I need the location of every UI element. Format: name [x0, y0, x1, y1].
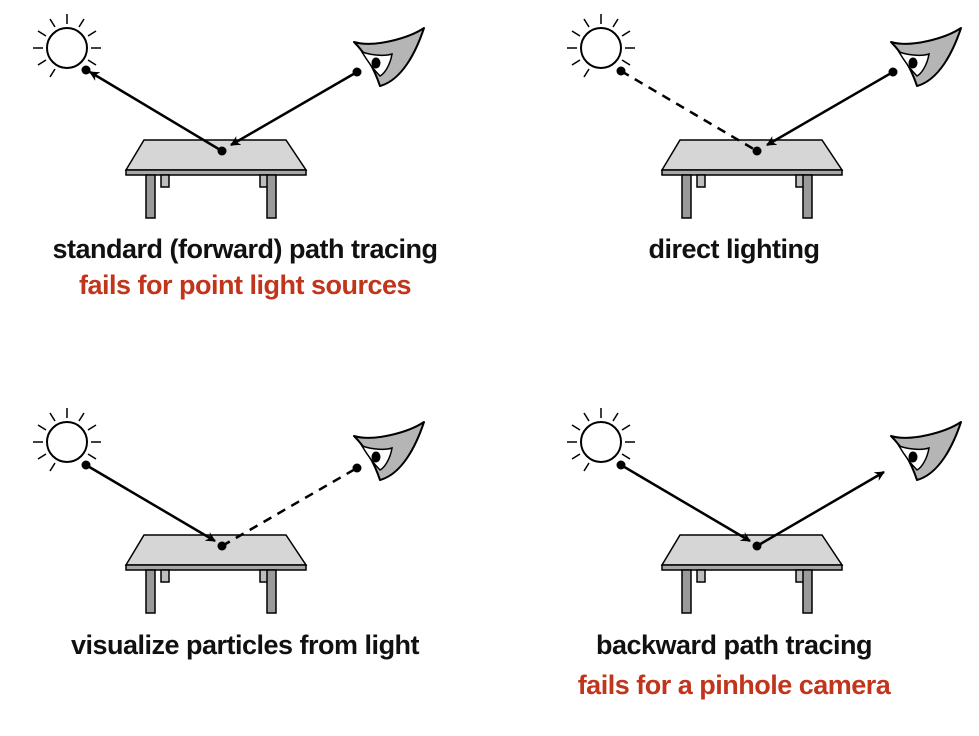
sun-icon: [566, 407, 636, 472]
caption-panel-3: visualize particles from light: [70, 630, 420, 660]
surface-point: [217, 541, 227, 551]
eye-icon: [353, 27, 425, 87]
ray-eye-to-surface: [230, 70, 358, 147]
sun-icon: [32, 407, 102, 472]
ray-surface-to-eye-dashed: [221, 466, 358, 548]
ray-eye-to-surface: [766, 70, 894, 147]
panel-backward-path-tracing: [566, 407, 962, 614]
eye-icon: [353, 421, 425, 481]
ray-surface-to-light: [89, 70, 223, 153]
sun-icon: [32, 13, 102, 78]
ray-light-to-surface: [620, 463, 751, 543]
eye-point: [352, 463, 362, 473]
caption-panel-2: direct lighting: [648, 234, 821, 264]
ray-surface-to-eye: [756, 470, 885, 548]
warning-panel-4: fails for a pinhole camera: [577, 670, 891, 700]
caption-panel-4: backward path tracing: [595, 630, 873, 660]
light-point: [81, 65, 91, 75]
light-point: [81, 460, 91, 470]
panel-direct-lighting: [566, 13, 962, 219]
warning-panel-1: fails for point light sources: [78, 270, 412, 300]
surface-point: [217, 146, 227, 156]
table-icon: [661, 534, 843, 614]
table-icon: [661, 139, 843, 219]
eye-point: [888, 67, 898, 77]
light-point: [616, 460, 626, 470]
surface-point: [752, 146, 762, 156]
panel-visualize-particles-from-light: [32, 407, 425, 614]
eye-icon: [890, 421, 962, 481]
panel-standard-forward-path-tracing: [32, 13, 425, 219]
eye-icon: [890, 27, 962, 87]
table-icon: [125, 534, 307, 614]
light-point: [616, 66, 626, 76]
caption-panel-1: standard (forward) path tracing: [52, 234, 438, 264]
sun-icon: [566, 13, 636, 78]
ray-light-to-surface: [85, 463, 216, 543]
eye-point: [352, 67, 362, 77]
shadow-ray-dashed: [620, 69, 758, 153]
surface-point: [752, 541, 762, 551]
table-icon: [125, 139, 307, 219]
